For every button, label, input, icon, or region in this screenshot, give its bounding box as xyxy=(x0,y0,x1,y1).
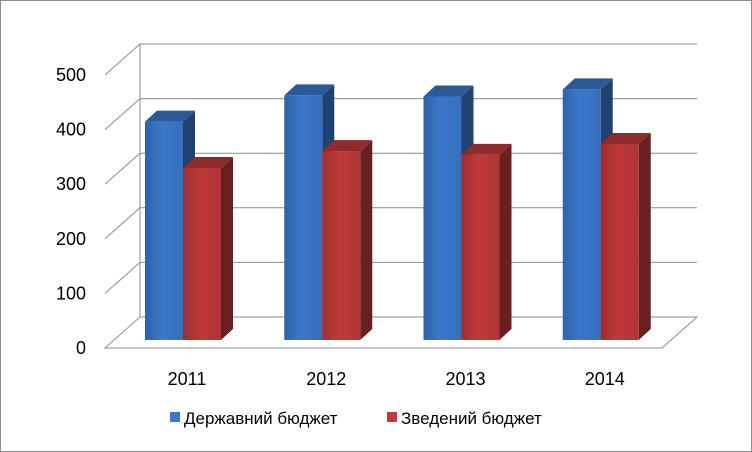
y-tick-label: 0 xyxy=(76,338,86,358)
y-tick-label: 500 xyxy=(56,65,86,85)
bar-2012-series-2 xyxy=(322,140,373,340)
bar-front xyxy=(562,89,601,340)
bar-top xyxy=(600,132,651,144)
bar-top xyxy=(183,157,233,169)
x-tick-label: 2013 xyxy=(445,369,485,389)
y-tick-label: 200 xyxy=(56,229,86,249)
bar-front xyxy=(322,151,361,340)
gridline-diagonal xyxy=(104,262,141,294)
legend-swatch xyxy=(170,412,180,422)
legend-item: Державний бюджет xyxy=(170,409,338,428)
bar-front xyxy=(284,95,323,340)
bar-side xyxy=(638,132,651,340)
legend-label: Зведений бюджет xyxy=(401,409,542,428)
y-tick-label: 300 xyxy=(56,174,86,194)
bar-2013-series-2 xyxy=(461,143,512,340)
bar-top xyxy=(562,78,613,90)
bar-front xyxy=(461,154,500,340)
x-axis-tick-labels: 2011 2012 2013 2014 xyxy=(168,369,625,389)
bar-front xyxy=(145,121,183,340)
bar-front xyxy=(183,168,221,340)
chart-walls xyxy=(103,44,699,349)
floor-outline xyxy=(103,316,699,349)
legend-label: Державний бюджет xyxy=(184,409,338,428)
gridline-diagonal xyxy=(104,43,141,76)
x-tick-label: 2011 xyxy=(168,369,207,389)
x-tick-label: 2012 xyxy=(306,369,346,389)
legend: Державний бюджет Зведений бюджет xyxy=(170,409,542,428)
bar-top xyxy=(423,85,474,97)
bar-top xyxy=(322,140,373,152)
bar-front xyxy=(600,143,639,340)
y-tick-label: 400 xyxy=(56,120,86,140)
y-tick-label: 100 xyxy=(56,283,86,303)
bar-2011-series-2 xyxy=(183,157,233,340)
gridline-diagonal xyxy=(104,207,141,240)
y-axis-tick-labels: 0 100 200 300 400 500 xyxy=(56,65,86,358)
bar-top xyxy=(145,110,195,122)
bar-2014-series-2 xyxy=(600,132,651,340)
bars xyxy=(145,78,651,341)
bar-side xyxy=(499,143,512,340)
gridline-diagonal xyxy=(104,152,141,185)
bar-side xyxy=(360,140,373,340)
gridline-diagonal xyxy=(104,98,141,130)
legend-item: Зведений бюджет xyxy=(387,409,542,428)
bar-top xyxy=(461,143,512,155)
bar-top xyxy=(284,84,335,96)
legend-swatch xyxy=(387,412,397,422)
bar-side xyxy=(221,157,233,340)
x-tick-label: 2014 xyxy=(585,369,625,389)
bar-front xyxy=(423,96,462,340)
